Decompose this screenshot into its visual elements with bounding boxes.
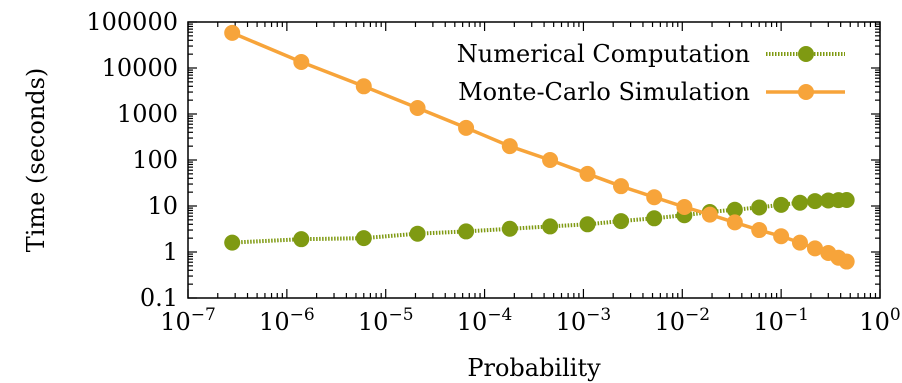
x-tick-label: 10−7 <box>160 305 216 336</box>
data-point <box>542 218 559 235</box>
data-point <box>501 138 518 155</box>
data-point <box>224 24 241 41</box>
data-point <box>726 201 743 218</box>
data-point <box>806 193 823 210</box>
data-point <box>726 214 743 231</box>
data-point <box>458 223 475 240</box>
x-tick-label: 10−6 <box>259 305 315 336</box>
data-point <box>224 234 241 251</box>
data-point <box>579 165 596 182</box>
y-tick-label: 100 <box>132 146 178 174</box>
data-point <box>806 240 823 257</box>
legend-label: Monte-Carlo Simulation <box>458 78 750 106</box>
data-point <box>701 206 718 223</box>
y-axis-title: Time (seconds) <box>22 68 50 253</box>
legend-swatch-marker <box>798 84 814 100</box>
data-point <box>458 119 475 136</box>
data-point <box>501 220 518 237</box>
data-point <box>751 199 768 216</box>
series-monte-carlo-simulation <box>224 24 855 270</box>
y-tick-label: 10 <box>147 192 178 220</box>
x-axis-title: Probability <box>467 354 601 382</box>
x-tick-label: 10−4 <box>457 305 513 336</box>
data-point <box>293 54 310 71</box>
data-point <box>773 196 790 213</box>
x-tick-label: 100 <box>859 305 900 336</box>
data-point <box>355 78 372 95</box>
data-point <box>676 199 693 216</box>
legend-item: Numerical Computation <box>457 40 845 68</box>
legend-label: Numerical Computation <box>457 40 750 68</box>
y-tick-label: 1000 <box>117 100 178 128</box>
data-point <box>579 216 596 233</box>
data-point <box>646 189 663 206</box>
y-axis: 0.1 1 10 100 1000 10000 100000 <box>86 8 880 312</box>
x-axis: 10−7 10−6 10−5 10−4 10−3 10−2 10−1 100 <box>160 22 901 336</box>
y-tick-label: 1 <box>163 238 178 266</box>
x-tick-label: 10−5 <box>358 305 414 336</box>
x-tick-label: 10−2 <box>654 305 710 336</box>
data-point <box>838 253 855 270</box>
data-point <box>773 228 790 245</box>
data-point <box>409 225 426 242</box>
y-tick-label: 0.1 <box>140 284 178 312</box>
legend: Numerical Computation Monte-Carlo Simulat… <box>457 40 845 106</box>
legend-item: Monte-Carlo Simulation <box>458 78 845 106</box>
data-point <box>355 230 372 247</box>
data-point <box>542 152 559 168</box>
data-point <box>409 100 426 117</box>
data-point <box>293 231 310 248</box>
data-point <box>791 194 808 211</box>
series-layer <box>224 24 855 270</box>
data-point <box>613 213 630 230</box>
series-numerical-computation <box>224 192 855 251</box>
x-tick-label: 10−3 <box>556 305 612 336</box>
data-point <box>751 222 768 239</box>
data-point <box>613 178 630 195</box>
y-tick-label: 100000 <box>86 8 178 36</box>
y-tick-label: 10000 <box>102 54 178 82</box>
data-point <box>838 192 855 209</box>
legend-swatch-marker <box>798 46 814 62</box>
data-point <box>791 234 808 251</box>
x-tick-label: 10−1 <box>753 305 809 336</box>
data-point <box>646 210 663 227</box>
